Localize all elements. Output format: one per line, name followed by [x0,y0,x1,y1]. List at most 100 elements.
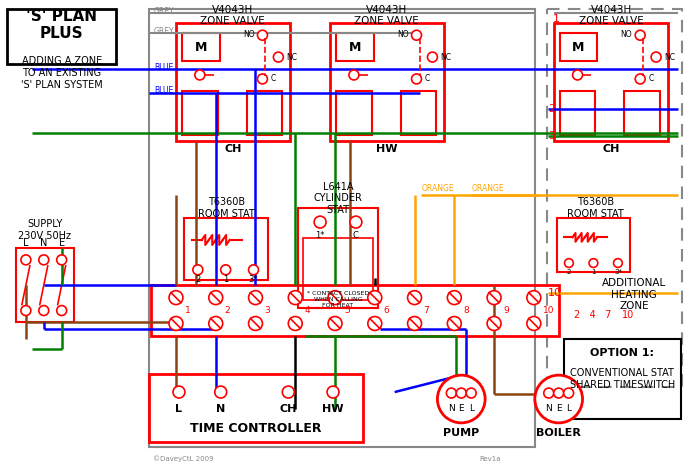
Circle shape [447,291,461,305]
Text: TIME CONTROLLER: TIME CONTROLLER [190,422,322,435]
Circle shape [535,375,582,423]
Text: 1: 1 [553,15,560,24]
Circle shape [221,265,230,275]
Circle shape [437,375,485,423]
Circle shape [173,386,185,398]
Circle shape [487,291,501,305]
Text: N: N [448,404,455,413]
Text: 1: 1 [185,306,190,315]
Text: NC: NC [286,52,297,62]
Circle shape [408,291,422,305]
Text: L: L [23,238,28,248]
Text: NO: NO [620,29,632,39]
Circle shape [446,388,456,398]
Text: * CONTACT CLOSED
WHEN CALLING
FOR HEAT: * CONTACT CLOSED WHEN CALLING FOR HEAT [307,291,369,308]
Circle shape [544,388,553,398]
Text: CH: CH [602,144,620,154]
Circle shape [456,388,466,398]
Text: CH: CH [279,404,297,414]
Text: ADDITIONAL
HEATING
ZONE: ADDITIONAL HEATING ZONE [602,278,667,311]
Text: NC: NC [440,52,451,62]
Circle shape [411,30,422,40]
Circle shape [21,306,31,315]
Circle shape [349,70,359,80]
Circle shape [215,386,227,398]
Text: V4043H
ZONE VALVE: V4043H ZONE VALVE [579,5,644,26]
Text: ORANGE: ORANGE [422,184,454,193]
Circle shape [209,316,223,330]
Circle shape [368,291,382,305]
Circle shape [368,316,382,330]
Text: T6360B
ROOM STAT: T6360B ROOM STAT [567,197,624,219]
Text: 2   4   7: 2 4 7 [573,309,611,320]
Text: 2: 2 [548,104,555,114]
Circle shape [288,316,302,330]
Circle shape [635,74,645,84]
Text: 6: 6 [384,306,389,315]
Circle shape [428,52,437,62]
Text: ADDING A ZONE
TO AN EXISTING
'S' PLAN SYSTEM: ADDING A ZONE TO AN EXISTING 'S' PLAN SY… [21,56,103,89]
Circle shape [195,70,205,80]
Text: 2: 2 [195,275,201,284]
Circle shape [248,265,259,275]
Circle shape [553,388,564,398]
Text: BLUE: BLUE [154,87,173,95]
Text: V4043H
ZONE VALVE: V4043H ZONE VALVE [200,5,265,26]
Circle shape [651,52,661,62]
Circle shape [635,30,645,40]
Text: 3: 3 [548,131,555,140]
Text: 8: 8 [463,306,469,315]
Text: 4: 4 [304,306,310,315]
Circle shape [193,265,203,275]
Circle shape [487,316,501,330]
Text: M: M [195,41,207,54]
Circle shape [328,316,342,330]
Circle shape [169,291,183,305]
Text: V4043H
ZONE VALVE: V4043H ZONE VALVE [355,5,419,26]
Text: N: N [216,404,226,414]
Text: 9: 9 [503,306,509,315]
Text: 10: 10 [543,306,554,315]
Text: N: N [40,238,48,248]
Text: C: C [424,74,430,83]
Text: 3*: 3* [248,275,258,284]
Text: M: M [348,41,361,54]
Text: C: C [270,74,276,83]
Text: BOILER: BOILER [536,428,581,438]
Text: C: C [353,232,359,241]
Text: 7: 7 [424,306,429,315]
Circle shape [350,216,362,228]
Text: 'S' PLAN
PLUS: 'S' PLAN PLUS [26,9,97,42]
Circle shape [248,291,262,305]
Text: BLUE: BLUE [154,63,173,72]
Text: M: M [573,41,584,54]
Circle shape [39,255,49,265]
Circle shape [314,216,326,228]
Text: ORANGE: ORANGE [471,184,504,193]
Circle shape [57,306,67,315]
Circle shape [564,259,573,267]
Circle shape [527,291,541,305]
Text: 10: 10 [622,309,634,320]
Text: E: E [59,238,65,248]
Text: 3*: 3* [614,269,622,275]
Text: PUMP: PUMP [443,428,480,438]
Circle shape [209,291,223,305]
Text: 1*: 1* [315,232,325,241]
Text: 3: 3 [264,306,270,315]
Text: GREY: GREY [154,7,175,16]
Circle shape [447,316,461,330]
Circle shape [57,255,67,265]
Circle shape [257,74,268,84]
Text: L: L [175,404,182,414]
Text: Rev1a: Rev1a [479,456,501,461]
Circle shape [21,255,31,265]
Circle shape [257,30,268,40]
Circle shape [466,388,476,398]
Text: 5: 5 [344,306,350,315]
Circle shape [328,291,342,305]
Circle shape [248,316,262,330]
Circle shape [589,259,598,267]
Text: T6360B
ROOM STAT: T6360B ROOM STAT [198,197,255,219]
Text: HW: HW [377,144,398,154]
